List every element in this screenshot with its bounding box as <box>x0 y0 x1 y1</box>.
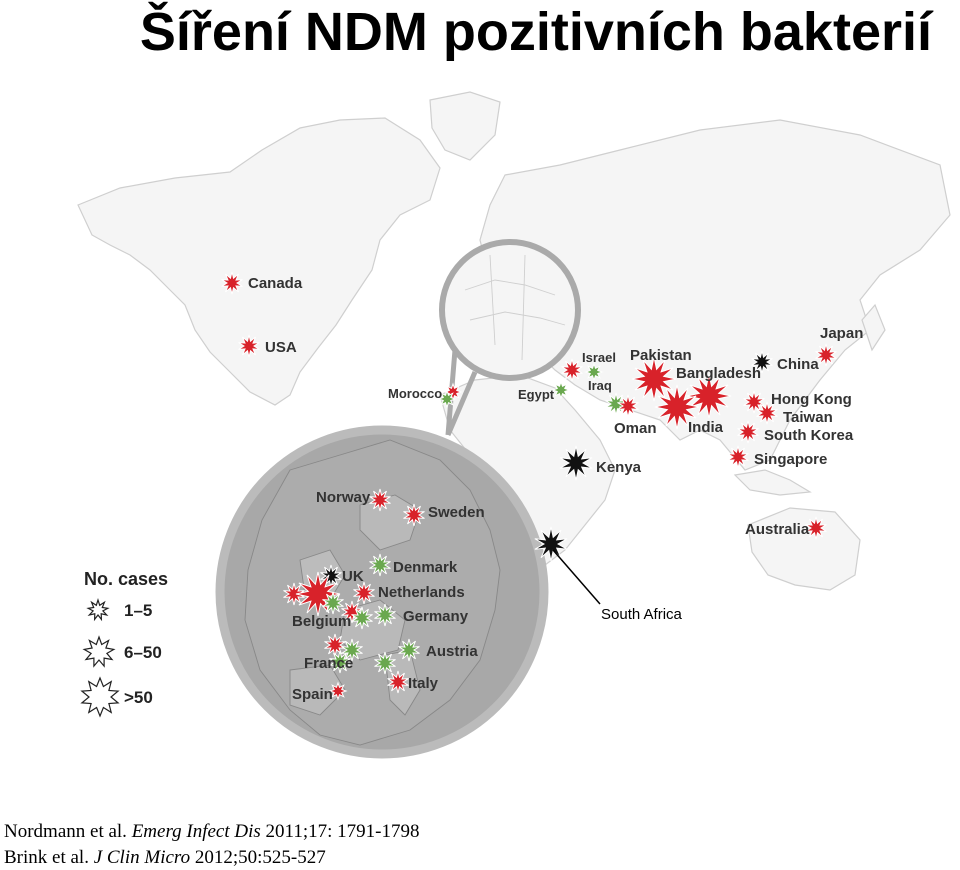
label-sweden: Sweden <box>428 504 485 521</box>
marker-sweden <box>403 503 425 527</box>
marker-germany <box>374 603 396 627</box>
reference-2-journal: J Clin Micro <box>93 847 191 868</box>
label-singapore: Singapore <box>754 451 827 468</box>
reference-2-authors: Brink et al. <box>4 847 94 868</box>
marker-india <box>654 384 700 430</box>
page-title: Šíření NDM pozitivních bakterií <box>139 2 932 62</box>
label-south-korea: South Korea <box>764 427 854 444</box>
reference-1: Nordmann et al. Emerg Infect Dis 2011;17… <box>4 821 419 843</box>
marker-taiwan <box>756 401 778 425</box>
marker-south-korea <box>737 420 759 444</box>
label-egypt: Egypt <box>518 387 555 402</box>
reference-2-details: 2012;50:525-527 <box>190 847 326 868</box>
marker-spain <box>328 681 348 701</box>
europe-source-circle <box>439 239 581 381</box>
country-labels: Canada USA Morocco Egypt Israel Iraq Oma… <box>248 275 863 703</box>
marker-egypt <box>551 380 571 400</box>
south-africa-pointer <box>552 549 601 605</box>
reference-1-authors: Nordmann et al. <box>4 821 132 842</box>
label-france: France <box>304 655 353 672</box>
marker-oman-1 <box>605 392 627 416</box>
land-masses <box>77 91 951 591</box>
marker-hong-kong <box>743 390 765 414</box>
marker-uk-3 <box>295 571 341 617</box>
greenland-land <box>429 91 501 161</box>
legend: No. cases 1–5 6–50 >50 <box>80 569 168 718</box>
label-hong-kong: Hong Kong <box>771 391 852 408</box>
reference-1-details: 2011;17: 1791-1798 <box>260 821 420 842</box>
label-japan: Japan <box>820 325 863 342</box>
label-canada: Canada <box>248 275 303 292</box>
marker-belgium-3 <box>351 606 373 630</box>
marker-japan <box>815 343 837 367</box>
marker-australia <box>805 516 827 540</box>
marker-belgium-2 <box>341 600 363 624</box>
reference-1-journal: Emerg Infect Dis <box>131 821 261 842</box>
label-oman: Oman <box>614 420 657 437</box>
marker-oman-2 <box>617 394 639 418</box>
marker-denmark <box>369 553 391 577</box>
marker-italy-2 <box>387 670 409 694</box>
marker-usa <box>238 334 260 358</box>
legend-label-medium: 6–50 <box>124 643 162 662</box>
marker-belgium-1 <box>322 591 344 615</box>
label-taiwan: Taiwan <box>783 409 833 426</box>
marker-israel <box>561 358 583 382</box>
legend-star-small <box>86 598 110 622</box>
marker-canada <box>221 271 243 295</box>
label-usa: USA <box>265 339 297 356</box>
marker-china <box>751 350 773 374</box>
australia-land <box>747 507 861 591</box>
label-norway: Norway <box>316 489 371 506</box>
indonesia-land <box>733 469 812 496</box>
marker-france-3 <box>329 650 351 674</box>
label-india: India <box>688 419 724 436</box>
marker-bangladesh <box>686 373 732 419</box>
marker-austria <box>398 638 420 662</box>
label-kenya: Kenya <box>596 459 642 476</box>
label-spain: Spain <box>292 686 333 703</box>
marker-netherlands <box>353 581 375 605</box>
label-bangladesh: Bangladesh <box>676 365 761 382</box>
marker-france-2 <box>341 638 363 662</box>
label-morocco: Morocco <box>388 386 442 401</box>
legend-star-large <box>80 676 120 718</box>
legend-star-medium <box>82 635 116 668</box>
label-china: China <box>777 356 819 373</box>
marker-kenya <box>559 445 593 481</box>
marker-uk-2 <box>283 582 305 606</box>
reference-2: Brink et al. J Clin Micro 2012;50:525-52… <box>4 847 326 869</box>
label-pakistan: Pakistan <box>630 347 692 364</box>
label-belgium: Belgium <box>292 613 351 630</box>
europe-source-borders <box>464 254 566 361</box>
case-markers <box>221 271 837 701</box>
label-italy: Italy <box>408 675 439 692</box>
japan-land <box>861 303 886 352</box>
label-iraq: Iraq <box>588 378 612 393</box>
legend-title: No. cases <box>84 569 168 589</box>
label-austria: Austria <box>426 643 478 660</box>
marker-morocco-2 <box>437 389 457 409</box>
label-israel: Israel <box>582 350 616 365</box>
legend-label-large: >50 <box>124 688 153 707</box>
label-netherlands: Netherlands <box>378 584 465 601</box>
north-america-land <box>77 117 441 406</box>
marker-pakistan <box>631 356 677 402</box>
marker-iraq <box>584 362 604 382</box>
label-australia: Australia <box>745 521 810 538</box>
marker-singapore <box>727 445 749 469</box>
marker-south-africa <box>534 526 568 562</box>
marker-norway <box>369 488 391 512</box>
label-germany: Germany <box>403 608 469 625</box>
label-denmark: Denmark <box>393 559 458 576</box>
marker-italy-1 <box>374 651 396 675</box>
legend-label-small: 1–5 <box>124 601 152 620</box>
label-south-africa: South Africa <box>601 606 683 623</box>
label-uk: UK <box>342 568 364 585</box>
